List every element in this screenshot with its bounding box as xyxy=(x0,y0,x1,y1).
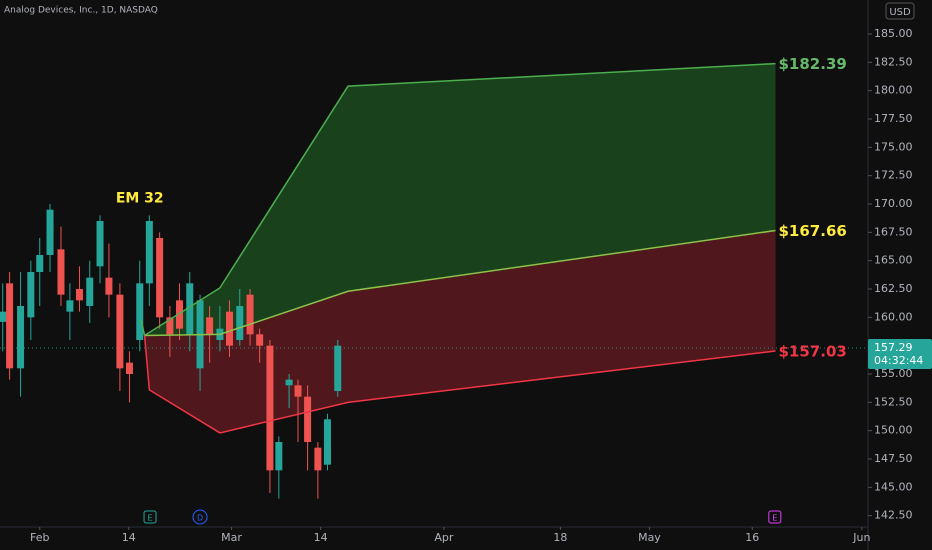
candle-body xyxy=(86,277,94,306)
y-tick-label: 170.00 xyxy=(874,197,913,210)
candle-body xyxy=(46,209,54,255)
candle-body xyxy=(66,300,74,312)
y-tick-label: 165.00 xyxy=(874,254,913,267)
x-tick-label: Feb xyxy=(30,531,49,544)
y-tick-label: 155.00 xyxy=(874,367,913,380)
zone-line xyxy=(144,229,776,337)
candle-body xyxy=(75,289,83,301)
candle-body xyxy=(175,300,183,329)
y-tick-label: 167.50 xyxy=(874,225,913,238)
candle-body xyxy=(57,249,65,295)
y-tick-label: 172.50 xyxy=(874,169,913,182)
event-marker xyxy=(192,509,208,525)
event-label: D xyxy=(197,514,203,523)
x-tick-label: Jun xyxy=(852,531,870,544)
x-tick-label: 14 xyxy=(314,531,328,544)
currency-label: USD xyxy=(889,7,911,18)
last-price-box xyxy=(868,339,932,370)
x-tick-label: Apr xyxy=(434,531,454,544)
event-label: E xyxy=(772,514,777,523)
x-tick-label: 16 xyxy=(745,531,759,544)
zone-fill xyxy=(141,63,776,336)
y-tick-label: 142.50 xyxy=(874,509,913,522)
y-tick-label: 145.00 xyxy=(874,480,913,493)
y-tick-label: 152.50 xyxy=(874,395,913,408)
event-marker xyxy=(768,510,782,524)
candle-body xyxy=(27,272,35,318)
candle-body xyxy=(145,221,153,284)
candle-body xyxy=(36,255,44,272)
candle-body xyxy=(186,283,194,335)
chart-title: Analog Devices, Inc., 1D, NASDAQ xyxy=(4,6,158,16)
candle-body xyxy=(334,345,342,391)
y-tick-label: 185.00 xyxy=(874,27,913,40)
currency-box xyxy=(885,2,915,20)
candle-body xyxy=(236,306,244,340)
candle-body xyxy=(105,277,113,295)
zone-line xyxy=(140,62,776,337)
candle-body xyxy=(136,283,144,340)
candle-body xyxy=(285,379,293,386)
candle-body xyxy=(166,317,174,335)
candle-body xyxy=(6,283,14,369)
y-tick-label: 160.00 xyxy=(874,310,913,323)
candle-body xyxy=(256,334,264,346)
candle-body xyxy=(304,396,312,442)
candle-body xyxy=(17,306,25,369)
x-tick-label: 18 xyxy=(553,531,567,544)
candle-body xyxy=(275,442,283,471)
zone-label: $182.39 xyxy=(779,55,847,73)
candle-body xyxy=(116,294,124,369)
last-price-label: 157.29 xyxy=(874,341,913,354)
y-tick-label: 180.00 xyxy=(874,84,913,97)
y-tick-label: 182.50 xyxy=(874,55,913,68)
y-tick-label: 175.00 xyxy=(874,140,913,153)
event-label: E xyxy=(148,514,153,523)
candle-body xyxy=(246,294,254,335)
x-tick-label: Mar xyxy=(221,531,242,544)
candle-body xyxy=(125,362,133,374)
zone-line xyxy=(143,335,776,434)
zone-label: $167.66 xyxy=(779,222,847,240)
y-tick-label: 147.50 xyxy=(874,452,913,465)
candle-body xyxy=(323,419,331,465)
countdown-label: 04:32:44 xyxy=(874,354,923,367)
x-tick-label: May xyxy=(638,531,661,544)
zone-label: $157.03 xyxy=(779,342,847,360)
annotation: EM 32 xyxy=(116,190,164,206)
y-tick-label: 162.50 xyxy=(874,282,913,295)
candle-body xyxy=(314,447,322,471)
candle-body xyxy=(226,311,234,346)
y-tick-label: 177.50 xyxy=(874,112,913,125)
candle-body xyxy=(294,385,302,397)
candle-body xyxy=(96,221,104,267)
candle-body xyxy=(266,345,274,471)
zone-fill xyxy=(144,230,776,433)
y-tick-label: 150.00 xyxy=(874,424,913,437)
candle-body xyxy=(156,238,164,318)
x-tick-label: 14 xyxy=(122,531,136,544)
event-marker xyxy=(143,510,157,524)
candle-body xyxy=(206,317,214,335)
candle-body xyxy=(0,311,7,322)
